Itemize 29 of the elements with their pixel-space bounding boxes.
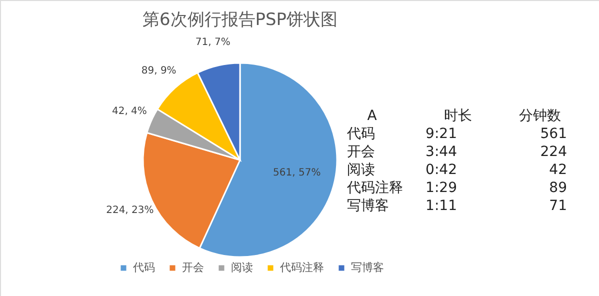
- text: 0:42: [426, 162, 457, 178]
- text: 分钟数: [519, 108, 561, 124]
- text: 3:44: [426, 144, 458, 160]
- text: 写博客: [347, 198, 389, 214]
- legend-label: 阅读: [231, 260, 253, 274]
- data-label: 561, 57%: [273, 167, 321, 178]
- text: 224: [540, 144, 568, 160]
- legend-label: 开会: [182, 260, 204, 274]
- data-label: 224, 23%: [106, 205, 154, 216]
- text: 89: [549, 180, 567, 196]
- legend-label: 代码注释: [279, 260, 324, 274]
- text: 时长: [444, 108, 472, 124]
- data-label: 42, 4%: [112, 106, 147, 117]
- text: 42: [549, 162, 567, 178]
- text: 561: [540, 126, 567, 142]
- text: 1:11: [426, 198, 457, 214]
- data-label: 89, 9%: [141, 65, 176, 76]
- data-label: 71, 7%: [195, 37, 230, 48]
- text: A: [367, 108, 378, 124]
- legend-label: 写博客: [351, 260, 384, 274]
- text: 开会: [347, 144, 375, 160]
- text: 1:29: [426, 180, 457, 196]
- text: 71: [549, 198, 567, 214]
- text: 阅读: [347, 162, 375, 178]
- legend-label: 代码: [132, 260, 155, 274]
- text: 代码: [346, 126, 375, 142]
- text: 代码注释: [346, 180, 403, 196]
- chart-title: 第6次例行报告PSP饼状图: [142, 10, 338, 30]
- text: 9:21: [426, 126, 457, 142]
